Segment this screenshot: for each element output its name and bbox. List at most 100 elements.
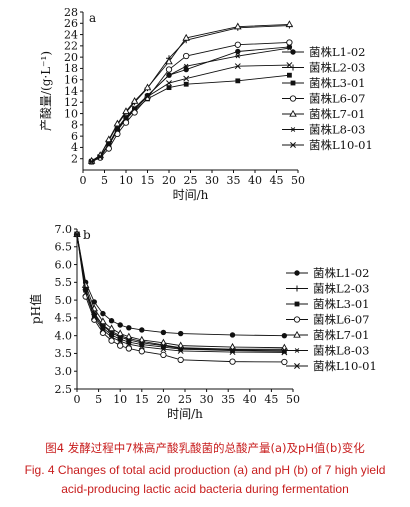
data-point-shape xyxy=(117,342,124,349)
data-point xyxy=(99,327,106,333)
series-line xyxy=(91,47,290,162)
legend-marker-d2 xyxy=(290,127,296,132)
data-point-shape xyxy=(99,329,107,336)
series-菌株L6-07 xyxy=(88,39,293,165)
legend-marker xyxy=(290,142,296,148)
series-菌株L1-02 xyxy=(74,231,288,339)
data-point-shape xyxy=(286,39,293,46)
data-point-shape xyxy=(107,324,116,332)
legend-label: 菌株L7-01 xyxy=(309,107,365,121)
data-point xyxy=(125,345,132,352)
x-tick-label: 30 xyxy=(200,393,214,406)
data-point-shape xyxy=(117,336,123,342)
data-point-shape xyxy=(234,22,242,30)
series-line xyxy=(91,25,290,162)
data-point xyxy=(235,53,241,59)
data-point-d2 xyxy=(123,115,129,122)
data-point xyxy=(281,358,288,366)
data-point xyxy=(122,107,130,114)
data-point-shape xyxy=(91,299,97,305)
data-point xyxy=(280,343,289,351)
data-point-d2 xyxy=(138,343,145,350)
data-point xyxy=(108,337,115,344)
data-point-d2 xyxy=(91,314,98,321)
data-point xyxy=(183,63,189,69)
data-point xyxy=(286,39,293,46)
data-point xyxy=(82,290,89,296)
data-point xyxy=(139,327,145,333)
data-point-d2 xyxy=(166,80,172,87)
series-菌株L10-01 xyxy=(74,231,288,356)
x-tick-label: 5 xyxy=(101,174,108,187)
y-tick-label: 26 xyxy=(64,17,78,30)
data-point xyxy=(117,334,123,340)
x-tick-label: 5 xyxy=(95,393,102,406)
legend-label: 菌株L1-02 xyxy=(313,266,369,280)
data-point-shape xyxy=(166,85,172,91)
data-point-shape xyxy=(177,330,184,337)
data-point xyxy=(107,324,116,332)
series-菌株L8-03 xyxy=(74,231,287,353)
data-point xyxy=(183,81,189,87)
y-axis-label: 产酸量/(g·L⁻¹) xyxy=(38,51,53,131)
series-line xyxy=(91,64,290,162)
data-point-shape xyxy=(138,348,145,355)
data-point-shape xyxy=(123,116,129,122)
data-point-d2 xyxy=(235,53,240,59)
y-tick-label: 28 xyxy=(64,6,78,19)
x-tick-label: 10 xyxy=(119,174,133,187)
series-菌株L7-01 xyxy=(87,20,294,164)
data-point-shape xyxy=(281,358,288,366)
series-line xyxy=(91,23,290,162)
y-tick-label: 7.0 xyxy=(55,223,73,236)
legend-marker-shape xyxy=(290,80,296,86)
data-point-shape xyxy=(281,348,287,354)
data-point-d2 xyxy=(139,340,144,346)
data-point-shape xyxy=(99,317,107,325)
data-point xyxy=(138,348,145,355)
data-point xyxy=(138,343,145,350)
x-tick-label: 15 xyxy=(141,174,155,187)
data-point-d2 xyxy=(166,72,172,78)
data-point-d2 xyxy=(234,63,241,70)
data-point-d2 xyxy=(287,45,292,51)
data-point-shape xyxy=(125,345,132,352)
data-point xyxy=(143,83,152,91)
y-tick-label: 18 xyxy=(64,62,78,75)
data-point-d2 xyxy=(105,141,112,148)
y-tick-label: 2 xyxy=(71,153,78,166)
data-point-shape xyxy=(234,41,241,48)
data-point xyxy=(108,318,115,324)
data-point-d2 xyxy=(286,62,293,68)
data-point xyxy=(160,343,166,349)
legend-marker-shape xyxy=(294,301,300,307)
x-tick-label: 40 xyxy=(248,174,262,187)
figure-caption-english-line2: acid-producing lactic acid bacteria duri… xyxy=(61,482,349,496)
data-point xyxy=(123,116,129,122)
legend-label: 菌株L6-07 xyxy=(313,313,369,327)
legend-marker xyxy=(294,301,300,307)
legend-marker xyxy=(293,316,301,323)
data-point xyxy=(91,312,97,318)
data-point-shape xyxy=(285,20,294,28)
data-point xyxy=(166,85,172,91)
data-point xyxy=(117,322,123,328)
data-point xyxy=(114,126,121,133)
panel-letter: b xyxy=(83,228,91,242)
data-point-d2 xyxy=(109,330,114,336)
data-point xyxy=(183,75,190,82)
series-line xyxy=(76,234,285,337)
data-point xyxy=(287,72,292,78)
data-point xyxy=(229,332,236,338)
data-point xyxy=(285,20,294,28)
data-point-d2 xyxy=(117,338,124,345)
legend-marker-shape xyxy=(294,270,300,276)
data-point-shape xyxy=(281,332,288,339)
data-point xyxy=(109,332,114,338)
figure-caption-chinese: 图4 发酵过程中7株高产酸乳酸菌的总酸产量(a)及pH值(b)变化 xyxy=(45,441,365,455)
data-point xyxy=(117,342,124,349)
data-point xyxy=(234,22,242,30)
x-tick-label: 20 xyxy=(156,393,170,406)
x-tick-label: 0 xyxy=(80,174,87,187)
